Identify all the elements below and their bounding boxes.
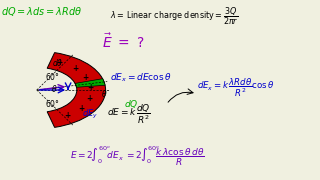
Text: $60°$: $60°$ xyxy=(45,98,60,109)
Text: $d\theta$: $d\theta$ xyxy=(52,57,63,68)
Text: $dQ = \lambda ds = \lambda Rd\theta$: $dQ = \lambda ds = \lambda Rd\theta$ xyxy=(1,5,82,18)
Text: $\mathbf{+}$: $\mathbf{+}$ xyxy=(85,93,93,103)
Text: $\mathbf{+}$: $\mathbf{+}$ xyxy=(56,57,64,67)
Text: $dE_x= k\,\dfrac{\lambda Rd\theta}{R^2}\cos\theta$: $dE_x= k\,\dfrac{\lambda Rd\theta}{R^2}\… xyxy=(197,77,275,100)
Text: $dE_x = dE\cos\theta$: $dE_x = dE\cos\theta$ xyxy=(110,72,172,84)
Text: $\lambda=\,\mathrm{Linear\ charge\ density} = \dfrac{3Q}{2\pi r}$: $\lambda=\,\mathrm{Linear\ charge\ densi… xyxy=(110,5,239,27)
Text: $dQ$: $dQ$ xyxy=(124,98,139,110)
Text: $dE = k\,\dfrac{dQ}{R^2}$: $dE = k\,\dfrac{dQ}{R^2}$ xyxy=(107,103,151,126)
Wedge shape xyxy=(47,53,106,127)
Text: $\theta$: $\theta$ xyxy=(51,83,58,94)
Text: $60°$: $60°$ xyxy=(45,71,60,82)
Text: $E = 2\!\int_0^{60^o}\!\!dE_x\; = 2\!\int_0^{60^o}\!\!\dfrac{k\,\lambda\cos\thet: $E = 2\!\int_0^{60^o}\!\!dE_x\; = 2\!\in… xyxy=(70,145,205,168)
Text: $\mathbf{+}$: $\mathbf{+}$ xyxy=(87,82,95,92)
Text: $\theta$: $\theta$ xyxy=(101,88,107,99)
Text: $dE_y$: $dE_y$ xyxy=(82,108,98,121)
Text: $\mathbf{+}$: $\mathbf{+}$ xyxy=(71,63,79,73)
Wedge shape xyxy=(75,79,105,87)
Text: $\vec{E}\ =\ ?$: $\vec{E}\ =\ ?$ xyxy=(102,32,146,51)
Text: $\mathbf{+}$: $\mathbf{+}$ xyxy=(64,110,72,120)
Text: $\mathbf{+}$: $\mathbf{+}$ xyxy=(82,72,90,82)
Text: $\mathbf{+}$: $\mathbf{+}$ xyxy=(78,103,85,112)
